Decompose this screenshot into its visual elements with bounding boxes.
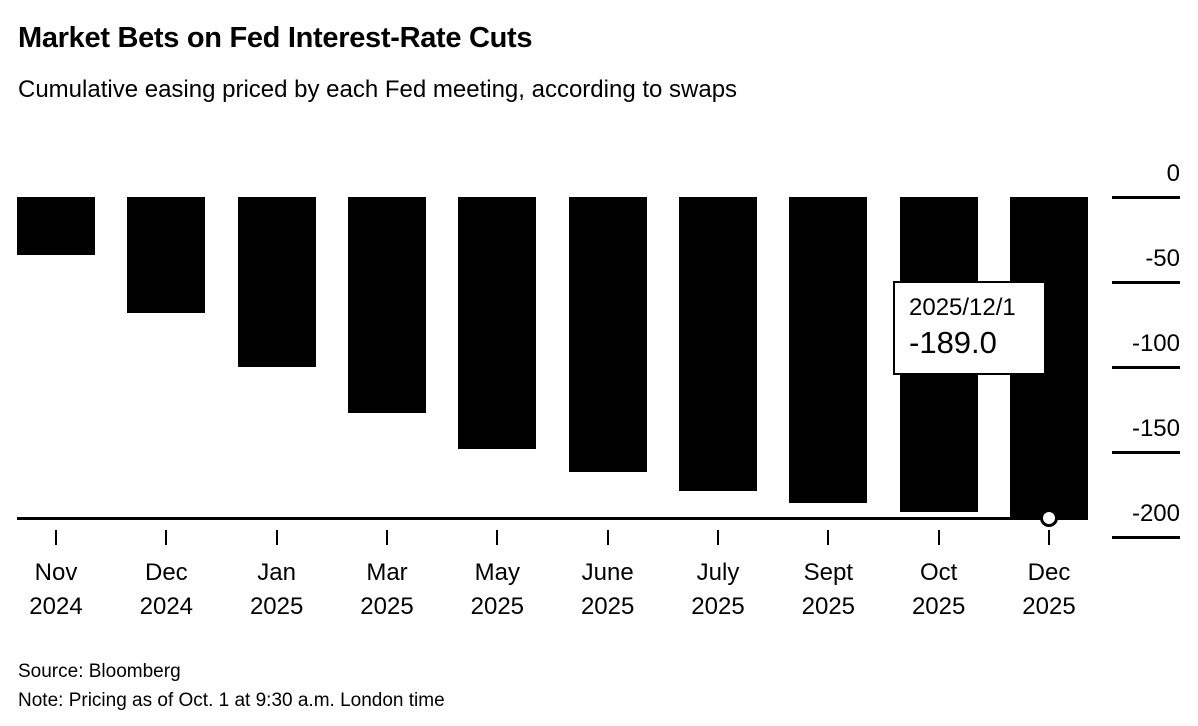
y-axis: 0 -50 -100 -150 -200 — [1100, 160, 1180, 542]
chart-title: Market Bets on Fed Interest-Rate Cuts — [18, 22, 533, 54]
x-tick-mark — [937, 530, 940, 545]
bar-dec-2024 — [127, 197, 206, 313]
bar-mar-2025 — [348, 197, 426, 413]
x-tick-label-oct-2025: Oct 2025 — [911, 559, 966, 620]
x-tick-mark — [606, 530, 609, 545]
last-value-line — [17, 516, 1088, 520]
chart-subtitle: Cumulative easing priced by each Fed mee… — [18, 76, 738, 103]
last-value-annotation: 2025/12/1 -189.0 — [893, 281, 1046, 375]
source-text: Source: Bloomberg — [18, 661, 181, 682]
y-tick-label: -100 — [1131, 330, 1180, 357]
x-tick-label-sept-2025: Sept 2025 — [801, 559, 856, 620]
footer: Source: Bloomberg Note: Pricing as of Oc… — [18, 657, 445, 715]
x-tick-mark — [55, 530, 57, 545]
bar-may-2025 — [458, 197, 537, 449]
x-tick-label-mar-2025: Mar 2025 — [360, 559, 414, 620]
bar-july-2025 — [679, 197, 757, 492]
bar-jan-2025 — [237, 197, 316, 367]
y-tick-label: -50 — [1145, 245, 1180, 272]
x-tick-label-dec-2025: Dec 2025 — [1022, 559, 1076, 620]
x-tick-label-jan-2025: Jan 2025 — [249, 559, 304, 620]
x-tick-mark — [275, 530, 278, 545]
annotation-value: -189.0 — [909, 325, 997, 360]
y-tick-mark — [1112, 535, 1180, 539]
x-tick-mark — [717, 530, 719, 545]
y-tick-mark — [1112, 365, 1180, 369]
x-tick-label-dec-2024: Dec 2024 — [139, 559, 194, 620]
y-tick-label: -200 — [1131, 500, 1180, 527]
x-tick-mark — [1048, 530, 1050, 545]
x-tick-mark — [496, 530, 499, 545]
y-tick-mark — [1112, 450, 1180, 454]
y-tick-mark — [1112, 195, 1180, 199]
last-value-marker — [1040, 509, 1058, 528]
annotation-date: 2025/12/1 — [909, 294, 1016, 321]
bar-sept-2025 — [789, 197, 868, 503]
x-tick-label-july-2025: July 2025 — [691, 559, 745, 620]
x-tick-label-june-2025: June 2025 — [580, 559, 635, 620]
x-tick-label-may-2025: May 2025 — [470, 559, 525, 620]
bar-june-2025 — [568, 197, 647, 473]
bar-nov-2024 — [17, 197, 95, 255]
x-tick-mark — [165, 530, 168, 545]
x-axis-ticks — [17, 530, 1088, 545]
y-tick-label: 0 — [1166, 160, 1180, 187]
y-tick-label: -150 — [1131, 415, 1180, 442]
note-text: Note: Pricing as of Oct. 1 at 9:30 a.m. … — [18, 690, 445, 711]
y-tick-mark — [1112, 280, 1180, 284]
x-tick-mark — [386, 530, 388, 545]
x-tick-mark — [827, 530, 830, 545]
x-axis-labels: Nov 2024 Dec 2024 Jan 2025 Mar 2025 May 2025 June 2… — [17, 556, 1088, 628]
x-tick-label-nov-2024: Nov 2024 — [29, 559, 83, 620]
